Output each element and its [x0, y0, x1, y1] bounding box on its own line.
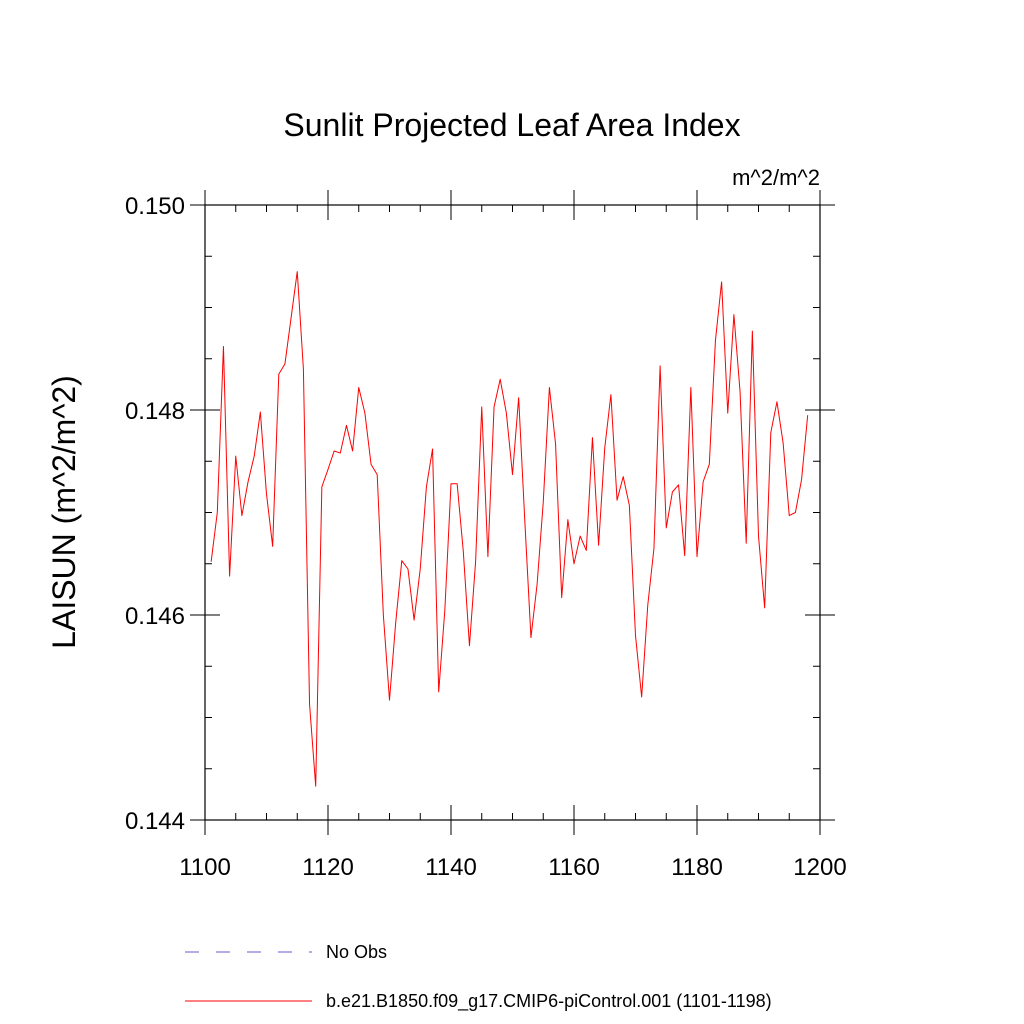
series-layer: [210, 271, 809, 787]
x-tick-label: 1200: [793, 854, 846, 881]
legend: No Obs b.e21.B1850.f09_g17.CMIP6-piContr…: [185, 942, 772, 1012]
y-tick-label: 0.144: [125, 808, 185, 835]
y-tick-label: 0.150: [125, 193, 185, 220]
x-tick-label: 1160: [548, 854, 600, 881]
y-tick-label: 0.148: [125, 398, 185, 425]
x-tick-label: 1120: [302, 854, 354, 881]
chart-title: Sunlit Projected Leaf Area Index: [283, 107, 740, 143]
x-tick-label: 1100: [179, 854, 231, 881]
x-tick-label: 1180: [671, 854, 723, 881]
x-tick-label: 1140: [425, 854, 477, 881]
plot-frame: [204, 204, 821, 821]
y-axis-label: LAISUN (m^2/m^2): [46, 375, 82, 649]
units-label: m^2/m^2: [732, 165, 820, 190]
y-tick-label: 0.146: [125, 603, 185, 630]
legend-label-picontrol: b.e21.B1850.f09_g17.CMIP6-piControl.001 …: [326, 991, 772, 1012]
axis-ticks: 1100 1120 1140 1160 1180 1200 0.144 0.146 0.148 0…: [125, 190, 847, 881]
legend-label-no-obs: No Obs: [326, 942, 387, 962]
series-line-picontrol: [210, 271, 809, 787]
